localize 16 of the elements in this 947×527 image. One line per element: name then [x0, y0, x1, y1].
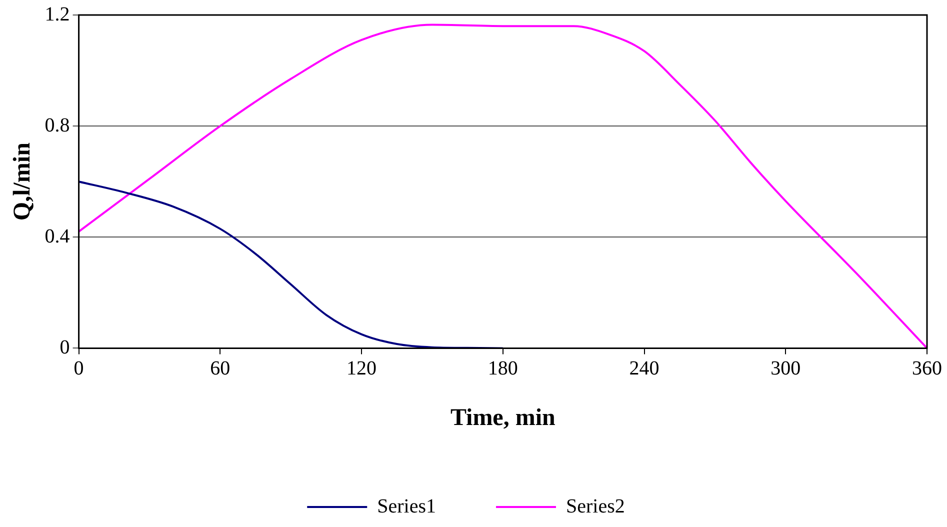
y-tick-label: 0	[60, 336, 70, 358]
x-tick-label: 180	[488, 357, 518, 380]
x-tick-label: 60	[210, 357, 230, 380]
legend-label: Series1	[377, 495, 436, 518]
y-tick-label: 0.8	[44, 114, 70, 136]
legend-label: Series2	[566, 495, 625, 518]
x-tick-label: 300	[770, 357, 801, 380]
x-tick-label: 240	[629, 357, 660, 380]
y-tick-label: 1.2	[44, 3, 70, 26]
y-tick-label: 0.4	[44, 225, 70, 248]
x-tick-label: 0	[74, 357, 84, 380]
x-tick-label: 120	[346, 357, 377, 380]
x-axis-title: Time, min	[450, 404, 556, 431]
line-series	[78, 180, 504, 348]
x-tick-label: 360	[912, 357, 942, 380]
y-axis-title: Q,l/min	[10, 142, 36, 221]
